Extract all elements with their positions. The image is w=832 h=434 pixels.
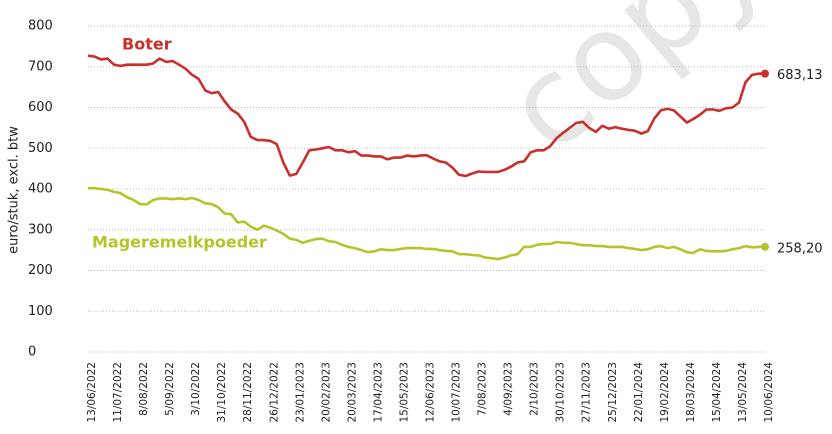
x-tick-label: 7/08/2023 — [477, 362, 489, 416]
x-tick-label: 15/05/2023 — [398, 362, 410, 423]
end-point — [761, 242, 769, 251]
end-point — [761, 69, 769, 78]
x-tick-label: 30/10/2023 — [555, 362, 567, 423]
x-tick-label: 15/04/2024 — [711, 362, 723, 423]
y-tick-label: 0 — [28, 345, 36, 360]
value-label: 258,20 — [777, 241, 823, 256]
x-tick-label: 28/11/2022 — [242, 362, 254, 423]
x-tick-label: 2/10/2023 — [529, 362, 541, 416]
series-line — [87, 54, 766, 178]
x-tick-label: 31/10/2022 — [216, 362, 228, 423]
x-tick-label: 13/05/2024 — [737, 362, 749, 423]
x-tick-label: 10/07/2023 — [451, 362, 463, 423]
x-tick-label: 12/06/2023 — [425, 362, 437, 423]
x-tick-label: 20/02/2023 — [320, 362, 332, 423]
x-tick-label: 22/01/2024 — [633, 362, 645, 423]
y-tick-label: 400 — [28, 182, 53, 197]
x-tick-label: 26/12/2022 — [268, 362, 280, 423]
y-tick-label: 800 — [28, 19, 53, 34]
series-line — [88, 186, 766, 261]
x-tick-label: 19/02/2024 — [659, 362, 671, 423]
x-tick-label: 17/04/2023 — [372, 362, 384, 423]
y-tick-label: 500 — [28, 141, 53, 156]
x-tick-label: 25/12/2023 — [607, 362, 619, 423]
value-label: 683,13 — [777, 68, 823, 83]
x-tick-label: 10/06/2024 — [763, 362, 775, 423]
y-tick-label: 300 — [28, 222, 53, 237]
x-tick-label: 23/01/2023 — [294, 362, 306, 423]
y-tick-label: 100 — [28, 304, 53, 319]
x-tick-label: 8/08/2022 — [138, 362, 150, 416]
y-tick-label: 600 — [28, 100, 53, 115]
x-tick-label: 13/06/2022 — [86, 362, 98, 423]
series-label: Mageremelkpoeder — [92, 233, 267, 252]
x-tick-label: 11/07/2022 — [112, 362, 124, 423]
x-tick-label: 3/10/2022 — [190, 362, 202, 416]
x-tick-label: 27/11/2023 — [581, 362, 593, 423]
x-tick-label: 5/09/2022 — [164, 362, 176, 416]
y-tick-label: 200 — [28, 263, 53, 278]
x-tick-label: 20/03/2023 — [346, 362, 358, 423]
x-tick-label: 4/09/2023 — [503, 362, 515, 416]
x-tick-label: 18/03/2024 — [685, 362, 697, 423]
y-tick-label: 700 — [28, 59, 53, 74]
y-axis-label: euro/stuk, excl. btw — [7, 126, 22, 254]
series-label: Boter — [122, 35, 172, 54]
